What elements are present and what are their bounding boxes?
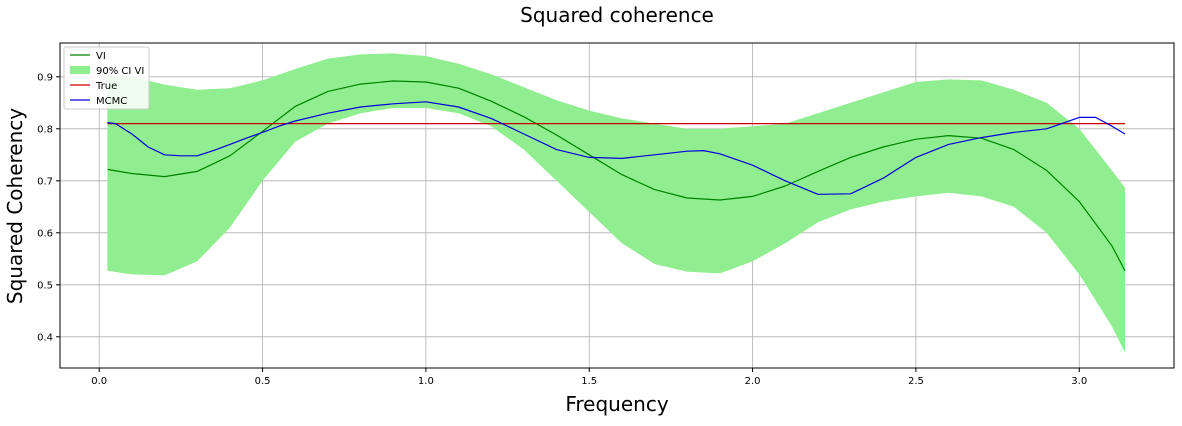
ci-band <box>107 53 1125 353</box>
y-tick-label: 0.8 <box>37 124 53 135</box>
y-axis-label: Squared Coherency <box>3 108 27 304</box>
x-tick-label: 2.0 <box>745 376 761 387</box>
series-line-mcmc <box>107 101 1126 195</box>
ci-band-layer <box>107 53 1125 353</box>
x-tick-label: 3.0 <box>1071 376 1087 387</box>
legend-box <box>63 46 150 110</box>
x-tick-label: 2.5 <box>908 376 924 387</box>
y-tick-label: 0.5 <box>37 280 53 291</box>
legend: VI 90% CI VI True MCMC <box>63 46 150 110</box>
series-layer <box>107 80 1126 272</box>
legend-true-label: True <box>95 81 117 92</box>
legend-mcmc-label: MCMC <box>96 96 127 107</box>
x-tick-label: 1.0 <box>418 376 434 387</box>
y-tick-label: 0.4 <box>37 332 53 343</box>
chart-title: Squared coherence <box>520 3 714 27</box>
x-axis-label: Frequency <box>565 392 668 416</box>
y-tick-label: 0.9 <box>37 72 53 83</box>
y-tick-label: 0.6 <box>37 228 53 239</box>
y-axis-ticks: 0.4 0.5 0.6 0.7 0.8 0.9 <box>37 72 60 343</box>
x-axis-ticks: 0.0 0.5 1.0 1.5 2.0 2.5 3.0 <box>91 368 1087 387</box>
legend-vi-label: VI <box>96 51 106 62</box>
x-tick-label: 0.5 <box>255 376 271 387</box>
plot-frame <box>59 42 1175 369</box>
y-tick-label: 0.7 <box>37 176 53 187</box>
legend-ci-swatch <box>70 66 90 74</box>
legend-ci-label: 90% CI VI <box>96 66 144 77</box>
x-tick-label: 1.5 <box>581 376 597 387</box>
x-tick-label: 0.0 <box>91 376 107 387</box>
